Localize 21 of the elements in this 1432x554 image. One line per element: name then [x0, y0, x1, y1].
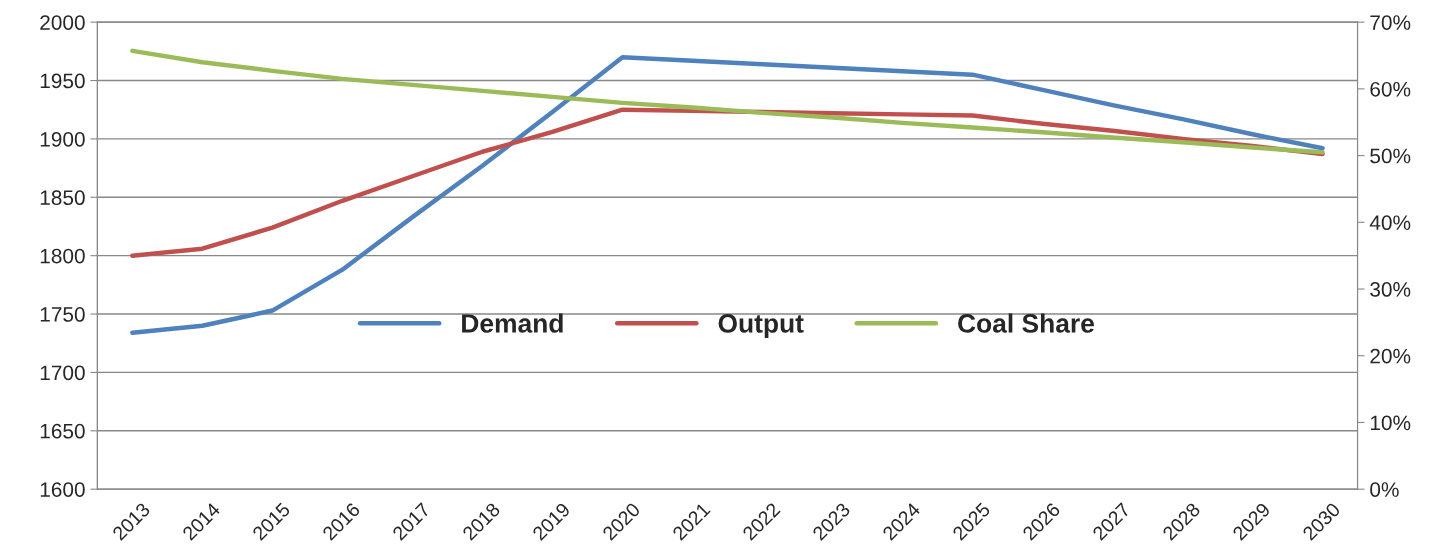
legend-label: Demand — [462, 313, 563, 333]
y2-tick-label: 40% — [1369, 215, 1411, 231]
y2-tick-label: 70% — [1370, 15, 1411, 30]
y2-tick-label: 0% — [1370, 482, 1399, 497]
line-series — [130, 48, 1325, 155]
y-tick-label: 1800 — [40, 248, 85, 264]
y-tick-label: 1600 — [40, 482, 85, 497]
y-tick-label: 2000 — [40, 15, 85, 30]
y-tick-label: 1900 — [40, 131, 85, 147]
y-tick-label: 1850 — [40, 190, 85, 206]
y2-tick-label: 20% — [1370, 348, 1411, 364]
legend-label: Coal Share — [958, 313, 1094, 333]
y-tick-label: 1650 — [40, 423, 85, 439]
legend-label: Output — [718, 314, 804, 339]
y2-tick-label: 30% — [1370, 282, 1411, 297]
y2-tick-label: 60% — [1370, 81, 1411, 97]
y2-tick-label: 50% — [1370, 148, 1411, 164]
y-tick-label: 1950 — [40, 73, 85, 89]
y-tick-label: 1700 — [40, 365, 85, 381]
y2-tick-label: 10% — [1370, 415, 1411, 431]
y-tick-label: 1750 — [40, 307, 85, 322]
